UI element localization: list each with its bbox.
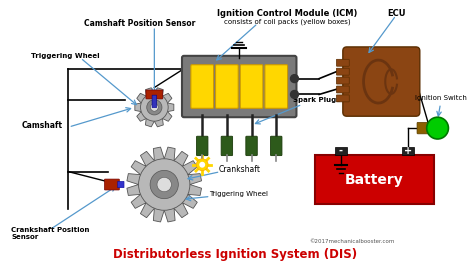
- Polygon shape: [127, 147, 201, 222]
- FancyBboxPatch shape: [337, 68, 349, 75]
- Text: Triggering Wheel: Triggering Wheel: [209, 192, 268, 197]
- FancyBboxPatch shape: [191, 65, 214, 108]
- Text: Ignition Switch: Ignition Switch: [415, 95, 466, 102]
- Circle shape: [427, 117, 448, 139]
- FancyBboxPatch shape: [182, 56, 296, 117]
- Text: Spark Plugs: Spark Plugs: [292, 97, 340, 104]
- FancyBboxPatch shape: [246, 136, 257, 156]
- Polygon shape: [135, 88, 174, 127]
- Circle shape: [291, 75, 299, 83]
- Circle shape: [150, 104, 158, 111]
- Circle shape: [196, 159, 208, 171]
- Circle shape: [138, 159, 190, 210]
- Text: -: -: [339, 146, 343, 156]
- FancyBboxPatch shape: [221, 136, 233, 156]
- FancyBboxPatch shape: [197, 136, 208, 156]
- FancyBboxPatch shape: [337, 86, 349, 93]
- Text: Distributorless Ignition System (DIS): Distributorless Ignition System (DIS): [113, 248, 357, 261]
- Text: Battery: Battery: [345, 172, 404, 187]
- Text: Ignition Control Module (ICM): Ignition Control Module (ICM): [218, 9, 358, 18]
- Text: ECU: ECU: [387, 9, 405, 18]
- Text: Triggering Wheel: Triggering Wheel: [31, 53, 100, 59]
- Bar: [315, 155, 434, 204]
- Bar: [402, 147, 414, 155]
- FancyBboxPatch shape: [152, 95, 156, 108]
- Bar: [335, 147, 347, 155]
- FancyBboxPatch shape: [240, 65, 263, 108]
- FancyBboxPatch shape: [265, 65, 288, 108]
- Circle shape: [199, 162, 205, 168]
- Circle shape: [157, 177, 172, 192]
- Text: Camshaft: Camshaft: [21, 121, 62, 130]
- Circle shape: [150, 170, 178, 199]
- Text: consists of coil packs (yellow boxes): consists of coil packs (yellow boxes): [224, 18, 351, 25]
- FancyBboxPatch shape: [271, 136, 282, 156]
- FancyBboxPatch shape: [118, 181, 124, 188]
- FancyBboxPatch shape: [337, 95, 349, 102]
- FancyBboxPatch shape: [216, 65, 238, 108]
- Circle shape: [291, 91, 299, 99]
- Circle shape: [147, 100, 162, 115]
- Text: Crankshaft Position
Sensor: Crankshaft Position Sensor: [11, 227, 90, 240]
- FancyBboxPatch shape: [343, 47, 420, 116]
- FancyBboxPatch shape: [337, 59, 349, 66]
- FancyBboxPatch shape: [104, 179, 119, 190]
- Text: Camshaft Position Sensor: Camshaft Position Sensor: [84, 19, 195, 28]
- Circle shape: [140, 94, 168, 121]
- Text: Crankshaft: Crankshaft: [219, 165, 261, 174]
- Text: ©2017mechanicalbooster.com: ©2017mechanicalbooster.com: [309, 239, 394, 244]
- FancyBboxPatch shape: [337, 77, 349, 84]
- Text: +: +: [404, 146, 412, 156]
- FancyBboxPatch shape: [417, 122, 430, 134]
- FancyBboxPatch shape: [146, 90, 163, 99]
